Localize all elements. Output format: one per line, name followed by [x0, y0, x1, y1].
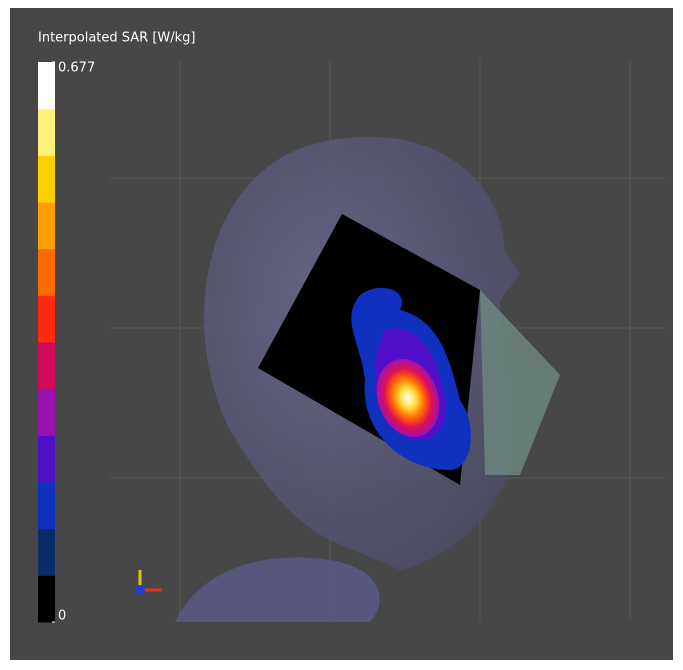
- colorbar-segment: [38, 482, 55, 530]
- colorbar: 0 0.677: [38, 61, 95, 624]
- colorbar-segment: [38, 342, 55, 390]
- colorbar-segment: [38, 108, 55, 156]
- colorbar-title: Interpolated SAR [W/kg]: [38, 31, 196, 46]
- colorbar-segment: [38, 202, 55, 250]
- colorbar-segment: [38, 295, 55, 343]
- colorbar-tick-label: 0.677: [58, 61, 95, 76]
- colorbar-segment: [38, 248, 55, 296]
- colorbar-tick-label: 0: [58, 609, 66, 624]
- colorbar-segment: [38, 575, 55, 623]
- axis-triad: [135, 570, 162, 595]
- colorbar-segment: [38, 435, 55, 483]
- colorbar-segment: [38, 388, 55, 436]
- colorbar-segment: [38, 62, 55, 110]
- sar-distribution: [351, 287, 471, 470]
- colorbar-segment: [38, 155, 55, 203]
- colorbar-segment: [38, 528, 55, 576]
- phone-model: [480, 290, 560, 475]
